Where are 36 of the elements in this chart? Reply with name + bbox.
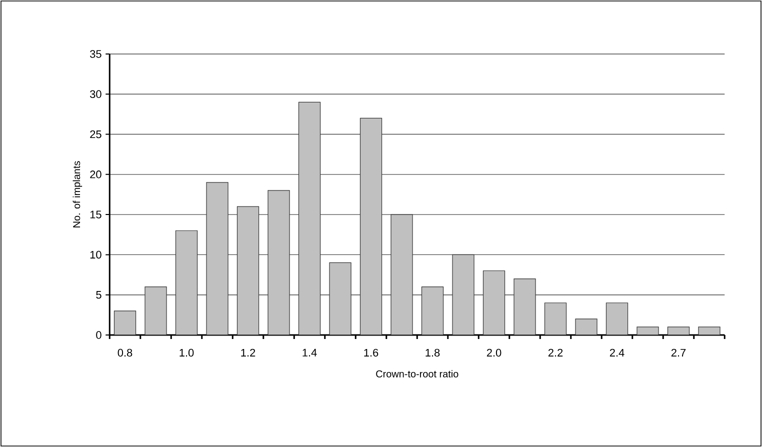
bar xyxy=(390,214,413,335)
x-tick-label: 0.8 xyxy=(118,348,132,357)
x-tick-label: 1.8 xyxy=(426,348,440,357)
y-tick-label: 35 xyxy=(90,50,102,58)
bar xyxy=(544,302,567,335)
bar xyxy=(329,262,352,335)
x-tick-label: 2.0 xyxy=(486,348,502,357)
y-tick-label: 0 xyxy=(96,331,102,339)
x-tick-label: 1.2 xyxy=(241,348,256,356)
bar xyxy=(114,310,136,335)
bar xyxy=(514,278,536,335)
y-tick-label: 5 xyxy=(96,291,102,299)
bar xyxy=(452,254,474,335)
bar xyxy=(360,118,382,335)
y-axis-title: No. of implants xyxy=(72,161,82,228)
x-tick-label: 2.2 xyxy=(548,348,563,356)
bar xyxy=(421,286,444,335)
bar xyxy=(144,286,167,335)
y-tick-label: 20 xyxy=(90,170,102,178)
bar xyxy=(482,270,506,335)
x-tick-label: 2.7 xyxy=(671,348,686,356)
bar xyxy=(298,102,321,335)
bar xyxy=(206,182,228,335)
bar xyxy=(268,190,290,335)
bar xyxy=(606,302,628,335)
x-tick-label: 1.0 xyxy=(180,348,194,357)
x-tick-label: 1.6 xyxy=(364,348,378,357)
y-tick-label: 30 xyxy=(90,90,102,98)
y-tick-label: 10 xyxy=(90,250,102,259)
y-tick-label: 25 xyxy=(90,130,102,138)
x-axis-title: Crown-to-root ratio xyxy=(376,370,458,378)
x-tick-label: 2.4 xyxy=(610,348,624,356)
bar xyxy=(236,206,260,335)
y-tick-label: 15 xyxy=(90,210,102,218)
x-tick-label: 1.4 xyxy=(302,348,317,356)
bar xyxy=(175,230,198,335)
